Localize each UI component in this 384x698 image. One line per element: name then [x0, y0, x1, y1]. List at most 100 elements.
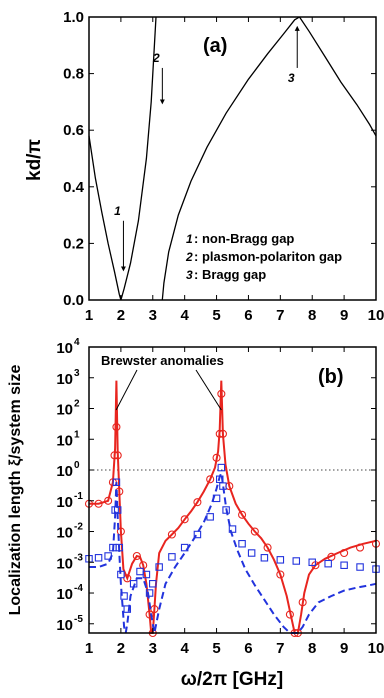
panel-b-y-tick-exponent: 2: [74, 399, 80, 410]
red-circle-point: [132, 551, 141, 561]
panel-a-y-tick-label: 0.4: [63, 179, 85, 196]
panel-b-y-tick-exponent: -4: [74, 583, 83, 594]
panel-a-x-tick-label: 6: [244, 307, 252, 324]
gap-arrow-number-3: 3: [288, 71, 295, 85]
panel-b-y-tick-exponent: 0: [74, 460, 80, 471]
red-circle-point: [167, 530, 176, 539]
panel-a-x-tick-label: 3: [149, 307, 157, 324]
dispersion-branch-4: [298, 16, 377, 137]
panel-b-x-tick-label: 6: [244, 640, 252, 657]
panel-b-y-tick-label: 10: [56, 463, 73, 480]
red-circle-point: [298, 598, 307, 607]
blue-square-point: [228, 525, 237, 533]
panel-b-y-tick-exponent: 4: [74, 337, 80, 348]
blue-square-point: [136, 567, 144, 576]
panel-a-y-tick-label: 0.6: [63, 122, 84, 139]
red-circle-point: [218, 429, 227, 438]
panel-a-y-tick-label: 1.0: [63, 9, 84, 26]
gap-arrow-number-2: 2: [152, 51, 160, 65]
blue-square-point: [276, 556, 285, 564]
red-circle-point: [116, 527, 125, 536]
blue-square-point: [206, 513, 214, 521]
panel-a-x-tick-label: 5: [212, 307, 220, 324]
red-circle-point: [145, 610, 154, 619]
panel-a-frame: [88, 16, 377, 301]
panel-b-y-tick-label: 10: [56, 371, 73, 388]
panel-a-label: (a): [203, 35, 227, 57]
panel-a: 1 2 3 1 2 3 4 5 6 7 8 9 10 0.0 0.2 0.4 0.6 0.8 1.0 (a) kd…: [24, 9, 384, 324]
panel-b-curves: [84, 380, 381, 638]
panel-b-x-tick-label: 8: [308, 640, 316, 657]
blue-square-point: [222, 506, 230, 514]
panel-b-y-tick-label: 10: [56, 555, 73, 572]
blue-square-point: [193, 530, 202, 539]
red-circle-point: [340, 548, 349, 558]
panel-b-y-tick-exponent: -2: [74, 522, 83, 533]
red-circle-point: [206, 475, 215, 484]
blue-square-point: [120, 592, 128, 600]
panel-b-x-tick-label: 5: [212, 640, 220, 657]
panel-a-y-tick-label: 0.8: [63, 66, 84, 83]
red-circle-point: [113, 451, 122, 460]
panel-b-y-tick-label: 10: [56, 432, 73, 449]
panel-b-label: (b): [318, 366, 344, 388]
red-circle-point: [112, 422, 121, 432]
brewster-pointer-1: [115, 369, 138, 411]
legend-text-2: : plasmon-polariton gap: [194, 249, 342, 264]
red-circle-point: [94, 499, 103, 508]
blue-square-point: [340, 561, 348, 569]
panel-a-arrows: 1 2 3: [114, 25, 300, 272]
blue-square-point: [247, 549, 256, 557]
legend-number-2: 2: [185, 250, 193, 264]
blue-square-point: [142, 570, 151, 579]
panel-b-y-tick-label: 10: [56, 586, 73, 603]
x-axis-title: ω/2π [GHz]: [181, 669, 283, 690]
panel-b-x-tick-label: 1: [85, 640, 93, 657]
brewster-annotation: Brewster anomalies: [101, 353, 224, 368]
panel-b-y-tick-exponent: 3: [74, 368, 80, 379]
red-circle-point: [193, 498, 202, 507]
red-circle-point: [250, 527, 259, 536]
legend-number-3: 3: [186, 268, 193, 282]
blue-square-point: [308, 558, 316, 567]
panel-b-y-tick-exponent: -1: [74, 491, 83, 502]
red-circle-point: [276, 570, 285, 579]
panel-a-y-tick-label: 0.2: [63, 235, 84, 252]
red-circle-point: [110, 451, 119, 460]
red-circle-point: [212, 453, 221, 462]
blue-square-point: [123, 605, 132, 613]
blue-square-point: [94, 554, 103, 562]
blue-square-point: [292, 557, 301, 565]
dispersion-branch-2: [120, 16, 157, 301]
blue-square-point: [168, 553, 176, 561]
dispersion-branch-3: [161, 16, 300, 301]
panel-b-x-tick-label: 4: [180, 640, 189, 657]
blue-square-point: [149, 580, 157, 588]
legend-text-3: : Bragg gap: [194, 267, 266, 282]
blue-square-point: [145, 589, 154, 597]
panel-a-x-tick-label: 7: [276, 307, 284, 324]
panel-a-x-tick-label: 4: [180, 307, 189, 324]
panel-b-y-tick-exponent: -3: [74, 552, 83, 563]
red-circle-point: [356, 543, 365, 552]
panel-b-x-tick-label: 9: [340, 640, 348, 657]
panel-b-y-tick-exponent: 1: [74, 429, 80, 440]
brewster-pointer-2: [195, 369, 222, 411]
legend-number-1: 1: [186, 232, 193, 246]
blue-square-point: [217, 463, 226, 472]
panel-a-y-axis-title: kd/π: [24, 139, 45, 181]
panel-b-x-tick-label: 3: [149, 640, 157, 657]
panel-b-frame: [88, 346, 377, 634]
gap-arrow-number-1: 1: [114, 204, 121, 218]
blue-square-point: [238, 540, 246, 548]
panel-b-y-tick-exponent: -5: [74, 614, 83, 625]
panel-b-y-tick-label: 10: [56, 494, 73, 511]
panel-b-y-tick-label: 10: [56, 525, 73, 542]
red-circle-point: [217, 389, 226, 398]
panel-b-x-tick-label: 7: [276, 640, 284, 657]
panel-b-x-tick-label: 2: [117, 640, 125, 657]
